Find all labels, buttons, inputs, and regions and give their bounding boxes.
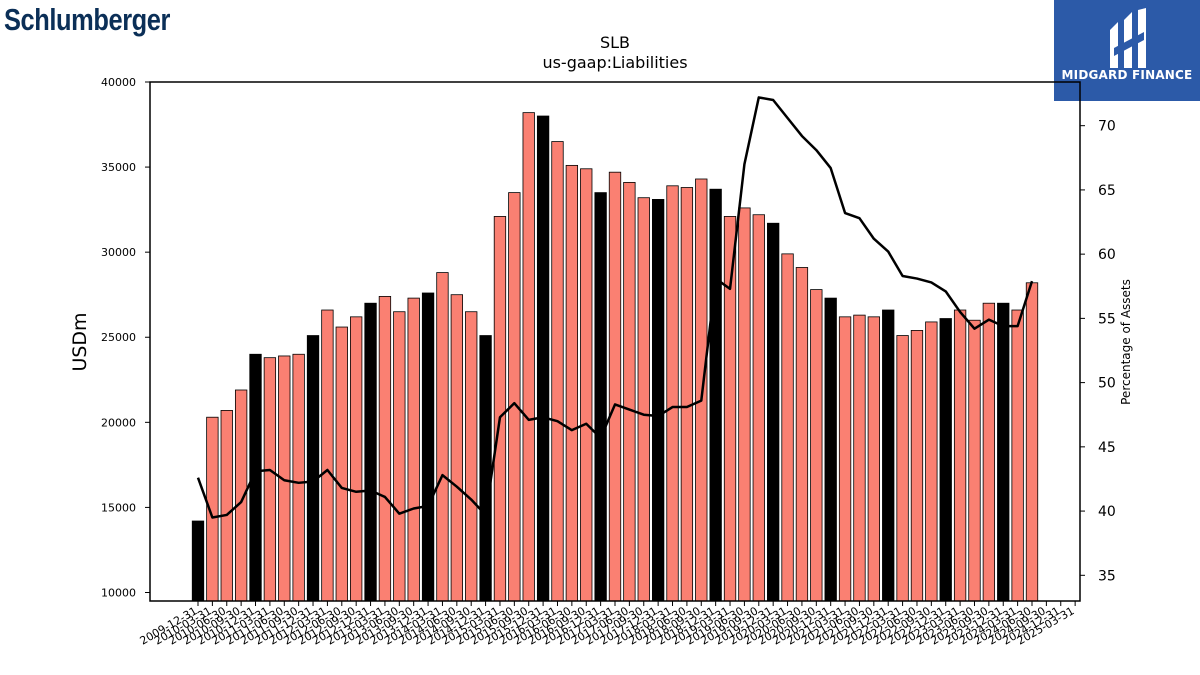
chart-title: SLB: [600, 33, 630, 52]
bar-2023-06-30: [968, 319, 981, 602]
bar-2017-03-31: [608, 171, 622, 602]
y-tick-label: 25000: [101, 331, 136, 344]
bar-2018-12-31: [709, 188, 722, 602]
bar-2024-06-30: [1025, 282, 1039, 602]
y-tick-label: 40000: [101, 76, 136, 89]
bar-2021-12-31: [882, 309, 895, 602]
bar-2018-03-31: [666, 185, 679, 602]
bar-2022-09-30: [925, 321, 938, 602]
bar-2011-12-31: [306, 335, 320, 602]
bar-2019-09-30: [752, 214, 765, 602]
bar-2020-09-30: [810, 289, 823, 602]
x-axis-ticks: 2009-12-312010-03-312010-06-302010-09-30…: [138, 601, 1077, 648]
bar-2017-09-30: [637, 197, 650, 602]
bar-2022-03-31: [896, 335, 909, 602]
y-right-tick-label: 35: [1098, 568, 1116, 584]
bar-2021-03-31: [838, 316, 852, 602]
bar-2023-03-31: [953, 309, 967, 602]
y-right-tick-label: 50: [1098, 376, 1116, 392]
bar-2014-06-30: [450, 294, 463, 602]
bar-2012-12-31: [364, 302, 377, 602]
bar-2012-09-30: [350, 316, 363, 602]
bar-2022-12-31: [939, 318, 952, 602]
bar-2019-12-31: [767, 222, 780, 602]
bar-2013-03-31: [378, 296, 392, 602]
midgard-logo-mark-icon: [1110, 8, 1146, 68]
bar-2016-09-30: [580, 168, 593, 602]
bar-2016-03-31: [551, 141, 564, 602]
y-right-tick-label: 65: [1098, 183, 1116, 199]
y-right-tick-label: 70: [1098, 119, 1116, 135]
bar-2015-09-30: [522, 112, 535, 602]
y-right-tick-label: 55: [1098, 311, 1116, 327]
bar-2020-03-31: [781, 253, 794, 602]
line-series: [196, 96, 1034, 519]
bar-2012-06-30: [335, 326, 348, 602]
bar-2019-06-30: [738, 207, 751, 602]
bar-2016-12-31: [594, 192, 607, 602]
bar-2019-03-31: [723, 216, 737, 602]
bar-2013-09-30: [407, 297, 420, 602]
right-axis-ticks: 35 40 45 50 55 60 65 70: [1080, 119, 1116, 584]
y-tick-label: 20000: [101, 416, 136, 429]
bar-2017-06-30: [623, 181, 636, 602]
y-tick-label: 15000: [101, 501, 136, 514]
bar-2024-03-31: [1011, 309, 1024, 602]
pct-of-assets-line: [196, 96, 1034, 519]
bar-2023-09-30: [982, 302, 996, 602]
y-axis-label: USDm: [69, 312, 91, 371]
bar-2015-03-31: [493, 216, 507, 602]
bar-2011-03-31: [263, 357, 277, 602]
bar-2014-12-31: [479, 335, 492, 602]
y-tick-label: 10000: [101, 586, 136, 599]
bar-2013-06-30: [393, 311, 406, 602]
y-tick-label: 30000: [101, 246, 136, 259]
bar-2021-09-30: [867, 316, 880, 602]
bar-2014-09-30: [465, 311, 478, 602]
schlumberger-logo: Schlumberger: [4, 2, 171, 37]
bar-2014-03-31: [436, 272, 449, 602]
bar-2017-12-31: [651, 199, 665, 602]
bar-2012-03-31: [321, 309, 334, 602]
left-axis-ticks: 10000 15000 20000 25000 30000 35000 40000: [101, 76, 150, 599]
bar-2018-06-30: [680, 187, 694, 602]
bar-2015-12-31: [536, 115, 550, 602]
bar-2013-12-31: [421, 292, 435, 602]
bar-2020-06-30: [795, 267, 809, 602]
bar-2023-12-31: [997, 302, 1010, 602]
bar-2011-09-30: [292, 353, 305, 602]
midgard-finance-logo: MIDGARD FINANCE: [1054, 0, 1200, 101]
bar-2015-06-30: [508, 192, 521, 602]
bar-series: [191, 112, 1039, 602]
bar-2016-06-30: [565, 164, 579, 602]
y-tick-label: 35000: [101, 161, 136, 174]
chart-subtitle: us-gaap:Liabilities: [542, 53, 687, 72]
y-right-tick-label: 60: [1098, 247, 1116, 263]
bar-2021-06-30: [853, 314, 866, 602]
bar-2022-06-30: [910, 330, 924, 602]
midgard-logo-text: MIDGARD FINANCE: [1061, 68, 1193, 82]
bar-2020-12-31: [824, 297, 837, 602]
y-axis-right-label: Percentage of Assets: [1119, 279, 1133, 405]
y-right-tick-label: 40: [1098, 504, 1116, 520]
bar-2009-12-31: [191, 520, 205, 602]
y-right-tick-label: 45: [1098, 440, 1116, 456]
bar-2010-06-30: [220, 410, 233, 602]
